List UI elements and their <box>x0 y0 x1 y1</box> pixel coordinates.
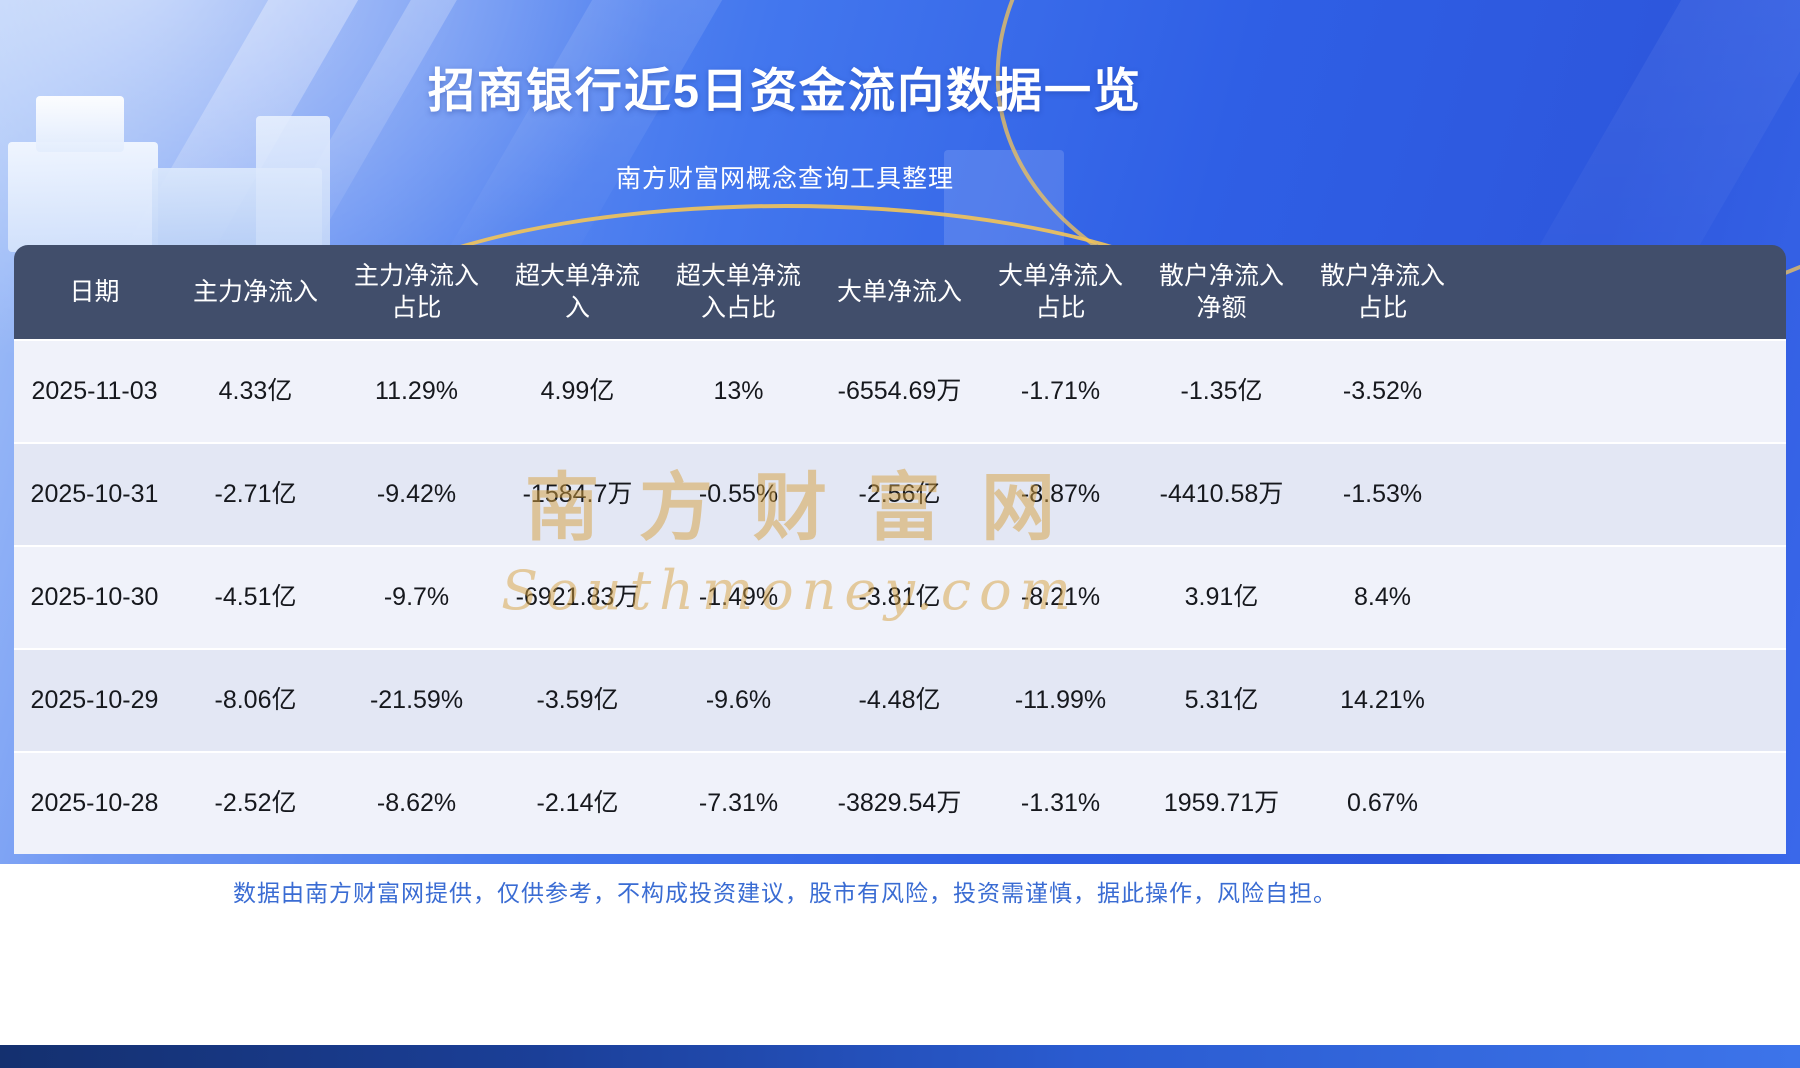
table-cell: 4.33亿 <box>218 377 293 406</box>
table-cell: 3.91亿 <box>1184 583 1259 612</box>
table-cell: 11.29% <box>375 377 458 406</box>
table-cell: -1.71% <box>1020 377 1101 406</box>
table-cell: -2.14亿 <box>536 789 619 818</box>
table-cell: 5.31亿 <box>1184 686 1259 715</box>
table-cell: -6554.69万 <box>837 377 962 406</box>
table-cell: -4.48亿 <box>858 686 941 715</box>
table-cell: 2025-11-03 <box>31 377 158 406</box>
table-cell: 2025-10-28 <box>30 789 159 818</box>
table-cell: 14.21% <box>1340 686 1425 715</box>
column-header: 大单净流入 <box>836 277 962 306</box>
decor-building-block <box>36 96 124 152</box>
table-cell: -3.59亿 <box>536 686 619 715</box>
page-title: 招商银行近5日资金流向数据一览 <box>427 64 1143 117</box>
table-cell: -11.99% <box>1014 686 1107 715</box>
table-cell: -6921.83万 <box>515 583 640 612</box>
table-cell: 0.67% <box>1347 789 1418 818</box>
table-body: 2025-11-03 4.33亿 11.29% 4.99亿 13% -6554.69万 -1… <box>14 339 1786 854</box>
column-header: 散户净流入净额 <box>1158 261 1284 323</box>
table-cell: -2.52亿 <box>214 789 297 818</box>
table-cell: -3.81亿 <box>858 583 941 612</box>
table-cell: 8.4% <box>1354 583 1411 612</box>
table-cell: -9.6% <box>705 686 772 715</box>
table-cell: 1959.71万 <box>1163 789 1280 818</box>
table-cell: -8.87% <box>1020 480 1101 509</box>
table-row: 2025-10-30 -4.51亿 -9.7% -6921.83万 -1.49% -3.8… <box>14 545 1786 648</box>
table-cell: -3829.54万 <box>837 789 962 818</box>
heading-area: 招商银行近5日资金流向数据一览 南方财富网概念查询工具整理 <box>0 0 1570 195</box>
table-cell: -2.71亿 <box>214 480 297 509</box>
column-header: 主力净流入占比 <box>353 261 479 323</box>
column-header: 超大单净流入 <box>514 261 640 323</box>
table-cell: -0.55% <box>698 480 779 509</box>
table-cell: 2025-10-29 <box>30 686 159 715</box>
table-cell: -3.52% <box>1342 377 1423 406</box>
table-cell: -4.51亿 <box>214 583 297 612</box>
column-header: 大单净流入占比 <box>997 261 1123 323</box>
table-cell: -8.06亿 <box>214 686 297 715</box>
page-subtitle: 南方财富网概念查询工具整理 <box>615 165 954 193</box>
table-cell: -4410.58万 <box>1159 480 1284 509</box>
table-cell: -9.42% <box>376 480 457 509</box>
column-header: 超大单净流入占比 <box>675 261 801 323</box>
disclaimer-text: 数据由南方财富网提供，仅供参考，不构成投资建议，股市有风险，投资需谨慎，据此操作… <box>233 880 1337 906</box>
table-row: 2025-10-31 -2.71亿 -9.42% -1584.7万 -0.55% -2.5… <box>14 442 1786 545</box>
table-cell: -1.49% <box>698 583 779 612</box>
table-row: 2025-10-28 -2.52亿 -8.62% -2.14亿 -7.31% -3829.… <box>14 751 1786 854</box>
table-cell: -1584.7万 <box>522 480 633 509</box>
table-cell: -8.21% <box>1020 583 1101 612</box>
table-cell: -2.56亿 <box>858 480 941 509</box>
table-cell: -21.59% <box>369 686 464 715</box>
table-cell: -1.31% <box>1020 789 1101 818</box>
table-cell: -9.7% <box>383 583 450 612</box>
table-cell: -1.53% <box>1342 480 1423 509</box>
table-cell: 4.99亿 <box>540 377 615 406</box>
fund-flow-table: 日期 主力净流入 主力净流入占比 超大单净流入 超大单净流入占比 大单净流入 大单净流入占比… <box>14 245 1786 854</box>
column-header: 日期 <box>69 277 120 306</box>
decor-building-block <box>256 116 330 252</box>
column-header: 散户净流入占比 <box>1319 261 1445 323</box>
table-cell: -7.31% <box>698 789 779 818</box>
table-cell: -1.35亿 <box>1180 377 1263 406</box>
bottom-bar <box>0 1045 1800 1068</box>
table-row: 2025-10-29 -8.06亿 -21.59% -3.59亿 -9.6% -4.48亿… <box>14 648 1786 751</box>
table-cell: 13% <box>713 377 764 406</box>
decor-building-block <box>8 142 158 252</box>
table-row: 2025-11-03 4.33亿 11.29% 4.99亿 13% -6554.69万 -1… <box>14 339 1786 442</box>
table-header-row: 日期 主力净流入 主力净流入占比 超大单净流入 超大单净流入占比 大单净流入 大单净流入占比… <box>14 245 1786 339</box>
table-cell: 2025-10-30 <box>30 583 159 612</box>
table-cell: -8.62% <box>376 789 457 818</box>
table-cell: 2025-10-31 <box>30 480 159 509</box>
column-header: 主力净流入 <box>192 277 318 306</box>
